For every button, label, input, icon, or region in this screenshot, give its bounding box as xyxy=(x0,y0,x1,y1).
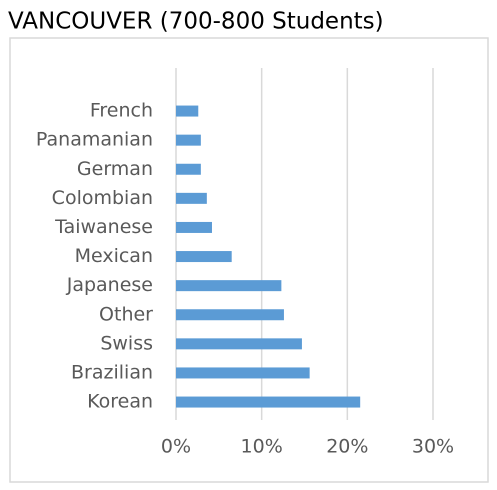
y-tick-label: Taiwanese xyxy=(54,216,153,238)
y-tick-label: Other xyxy=(99,303,153,325)
y-tick-label: Japanese xyxy=(66,274,153,296)
y-tick-label: Swiss xyxy=(100,332,153,354)
bar xyxy=(176,134,201,146)
x-tick-label: 10% xyxy=(241,436,283,458)
bar xyxy=(176,309,284,321)
x-tick-label: 0% xyxy=(161,436,191,458)
y-tick-label: Brazilian xyxy=(71,361,153,383)
bar xyxy=(176,396,361,408)
x-tick-label: 30% xyxy=(412,436,454,458)
y-tick-label: German xyxy=(77,158,153,180)
bar xyxy=(176,105,199,117)
bar xyxy=(176,251,232,263)
bar xyxy=(176,280,282,292)
y-tick-label: French xyxy=(90,100,153,122)
chart-title: VANCOUVER (700-800 Students) xyxy=(8,9,384,35)
x-tick-label: 20% xyxy=(326,436,368,458)
y-tick-label: Korean xyxy=(87,391,153,413)
bar xyxy=(176,338,302,350)
y-tick-label: Panamanian xyxy=(36,129,153,151)
bar xyxy=(176,221,212,233)
y-tick-label: Colombian xyxy=(52,187,153,209)
bar xyxy=(176,163,201,175)
chart-frame xyxy=(9,37,489,483)
y-tick-label: Mexican xyxy=(75,245,153,267)
bar xyxy=(176,367,310,379)
bar xyxy=(176,192,207,204)
